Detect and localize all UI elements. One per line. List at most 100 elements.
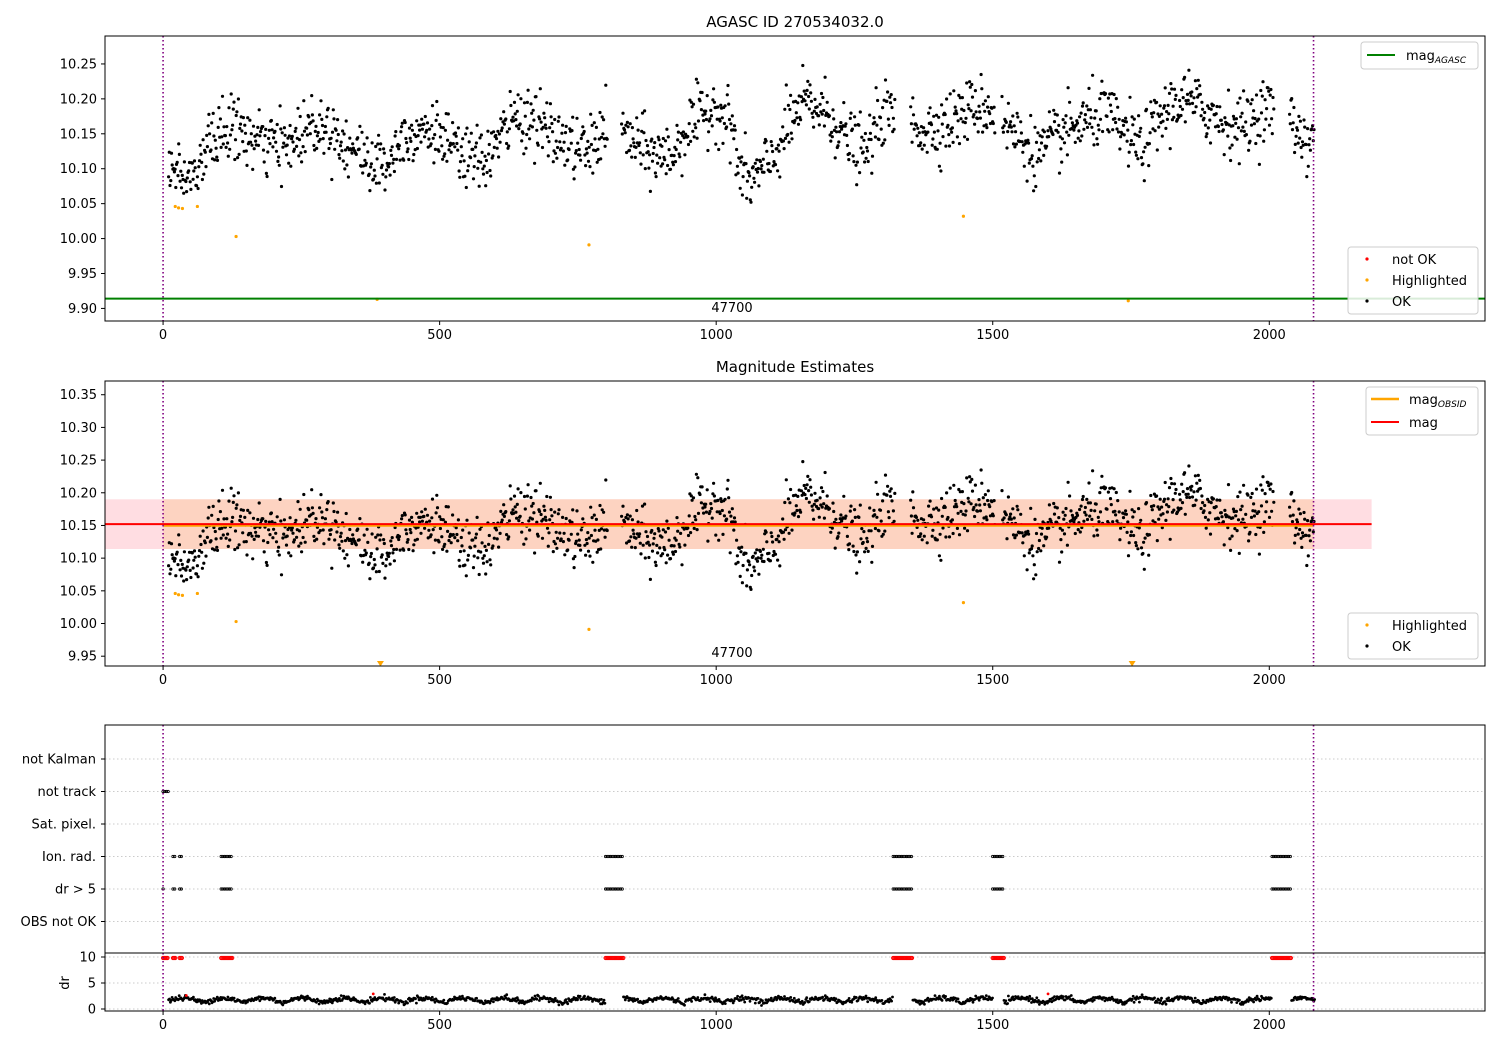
- ok-point: [430, 124, 434, 128]
- ok-point: [1206, 497, 1210, 501]
- ok-point: [552, 149, 556, 153]
- ok-point: [969, 109, 973, 113]
- ok-point: [1265, 500, 1269, 504]
- ok-point: [1254, 141, 1258, 146]
- ok-point: [581, 125, 585, 129]
- ok-point: [474, 141, 478, 145]
- ok-point: [952, 483, 956, 487]
- ok-point: [1177, 115, 1181, 119]
- ok-point: [976, 130, 980, 134]
- x-tick-label: 500: [427, 1018, 452, 1033]
- ok-point: [716, 105, 720, 109]
- ok-point: [850, 127, 855, 131]
- ok-point: [466, 169, 470, 173]
- ok-point: [290, 526, 294, 530]
- ok-point: [1029, 113, 1033, 118]
- ok-point: [391, 161, 395, 165]
- ok-point: [213, 138, 217, 142]
- ok-point: [877, 137, 881, 142]
- ok-point: [328, 532, 332, 537]
- ok-point: [1058, 526, 1062, 530]
- ok-point: [419, 140, 423, 144]
- ok-point: [863, 131, 868, 136]
- ok-point: [277, 553, 281, 557]
- ok-point: [1253, 116, 1257, 121]
- ok-point: [481, 561, 486, 565]
- ok-point: [726, 478, 730, 482]
- ok-point: [530, 504, 534, 508]
- ok-point: [567, 538, 571, 542]
- ok-point: [815, 498, 819, 502]
- ok-point: [624, 123, 628, 127]
- ok-point: [652, 536, 656, 540]
- ok-point: [341, 129, 345, 133]
- ok-point: [188, 568, 192, 573]
- legend-markers: Highlighted OK: [1347, 612, 1479, 660]
- ok-point: [234, 506, 238, 510]
- ok-point: [556, 512, 560, 516]
- ok-point: [369, 551, 373, 556]
- ok-point: [1181, 490, 1185, 494]
- ok-point: [491, 154, 495, 158]
- y-tick-label: 10.20: [60, 486, 97, 501]
- ok-point: [1252, 109, 1256, 113]
- ok-point: [985, 126, 989, 130]
- ok-point: [1026, 529, 1030, 534]
- ok-point: [463, 563, 467, 567]
- ok-point: [318, 113, 322, 117]
- ok-point: [926, 130, 930, 134]
- ok-point: [668, 557, 673, 561]
- flag-point: [607, 854, 611, 859]
- ok-point: [179, 186, 184, 190]
- ok-point: [1137, 114, 1141, 118]
- ok-point: [334, 128, 338, 132]
- ok-point: [759, 167, 763, 171]
- ok-point: [384, 168, 389, 172]
- ok-point: [305, 133, 309, 137]
- ok-point: [502, 110, 506, 114]
- ok-point: [1252, 122, 1256, 126]
- ok-point: [794, 111, 798, 115]
- ok-point: [714, 533, 718, 537]
- flag-point: [221, 887, 225, 891]
- ok-point: [1305, 175, 1309, 179]
- ok-point: [604, 478, 608, 482]
- ok-point: [1039, 159, 1043, 163]
- ok-point: [311, 511, 315, 515]
- ok-point: [543, 123, 548, 127]
- ok-point: [776, 169, 780, 173]
- ok-point: [671, 552, 676, 556]
- ok-point: [781, 125, 785, 129]
- ok-point: [548, 518, 552, 522]
- ok-point: [1190, 101, 1195, 105]
- ok-point: [1040, 526, 1044, 530]
- dr-point: [971, 1000, 975, 1004]
- ok-point: [657, 138, 661, 142]
- ok-point: [193, 166, 197, 170]
- dr-point: [1138, 1000, 1141, 1004]
- ok-point: [1011, 142, 1016, 146]
- ok-point: [892, 127, 896, 131]
- dr-point: [1011, 995, 1015, 999]
- x-tick-label: 1500: [976, 1018, 1009, 1033]
- ok-point: [693, 514, 697, 519]
- ok-point: [699, 108, 704, 112]
- ok-point: [563, 163, 567, 167]
- ok-point: [1292, 105, 1296, 110]
- ok-point: [796, 122, 801, 126]
- flag-point: [908, 887, 912, 891]
- ok-point: [1130, 508, 1134, 512]
- ok-point: [723, 497, 727, 501]
- ok-point: [886, 510, 891, 514]
- ok-point: [1012, 516, 1016, 520]
- ok-point: [435, 506, 440, 510]
- ok-point: [1091, 132, 1095, 136]
- ok-point: [720, 508, 724, 513]
- ok-point: [970, 489, 975, 493]
- ok-point: [795, 116, 799, 120]
- ok-point: [1005, 146, 1009, 150]
- ok-point: [578, 543, 582, 548]
- ok-point: [356, 527, 360, 531]
- ok-point: [984, 123, 988, 127]
- dr-point: [825, 995, 829, 999]
